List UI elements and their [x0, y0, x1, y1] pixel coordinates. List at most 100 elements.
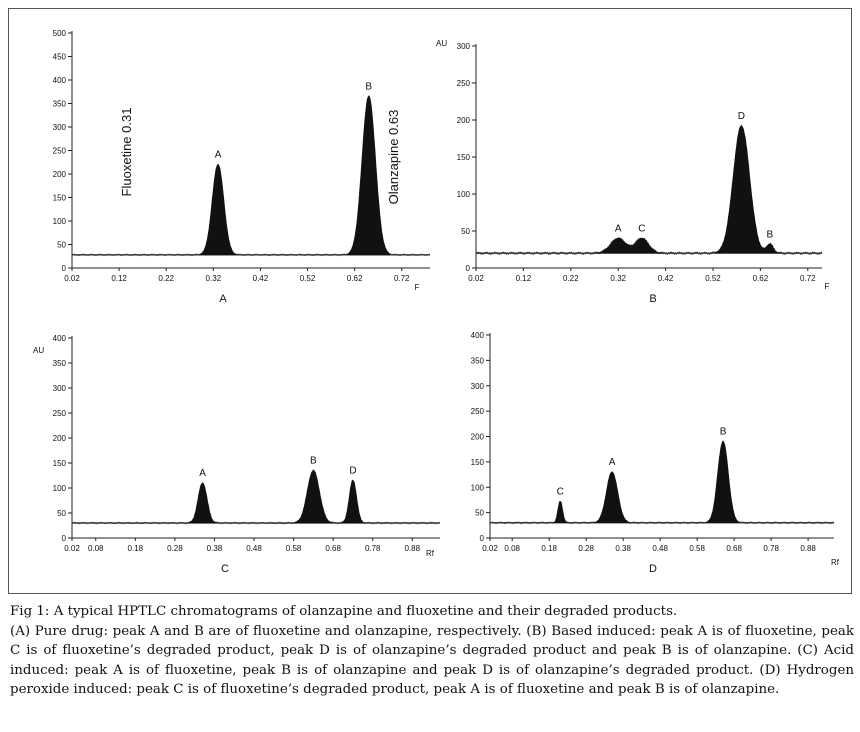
panel-label: A — [219, 293, 227, 305]
peak-label-c: C — [557, 486, 564, 497]
y-tick-label: 0 — [62, 264, 67, 273]
x-tick-label: 0.78 — [763, 544, 779, 553]
peak-label-a: A — [199, 468, 206, 479]
x-tick-label: 0.52 — [300, 274, 316, 283]
y-tick-label: 100 — [53, 484, 67, 493]
x-tick-label: 0.32 — [206, 274, 222, 283]
y-tick-label: 400 — [53, 76, 67, 85]
y-tick-label: 150 — [53, 459, 67, 468]
y-tick-label: 300 — [53, 384, 67, 393]
y-tick-label: 150 — [53, 194, 67, 203]
y-tick-label: 0 — [480, 534, 485, 543]
x-axis-label: Rf — [831, 558, 840, 567]
peak-label-a: A — [615, 223, 622, 234]
panel-label: C — [221, 563, 229, 575]
y-tick-label: 200 — [53, 434, 67, 443]
x-tick-label: 0.22 — [563, 274, 579, 283]
y-tick-label: 500 — [53, 29, 67, 38]
y-tick-label: 350 — [53, 100, 67, 109]
x-tick-label: 0.62 — [753, 274, 769, 283]
peak-a — [594, 471, 631, 524]
y-tick-label: 200 — [471, 433, 485, 442]
peak-c — [620, 238, 664, 254]
y-tick-label: 250 — [457, 79, 471, 88]
x-tick-label: 0.78 — [365, 544, 381, 553]
x-tick-label: 0.02 — [64, 544, 80, 553]
x-tick-label: 0.02 — [468, 274, 484, 283]
y-tick-label: 350 — [53, 359, 67, 368]
y-tick-label: 0 — [466, 264, 471, 273]
x-tick-label: 0.38 — [207, 544, 223, 553]
y-tick-label: 150 — [471, 458, 485, 467]
chromatogram-c: 0 50 100 150 200 250 300 350 400 0.02 0.08 0.18 0.28… — [33, 334, 440, 575]
peak-a — [199, 164, 237, 256]
x-tick-label: 0.08 — [504, 544, 520, 553]
peak-label-b: B — [767, 229, 774, 240]
peak-label-a: A — [215, 150, 222, 161]
peak-b — [758, 241, 781, 254]
x-tick-label: 0.02 — [482, 544, 498, 553]
y-tick-label: 300 — [457, 42, 471, 51]
peak-label-a: A — [609, 457, 616, 468]
peak-label-d: D — [349, 466, 356, 477]
y-tick-label: 300 — [53, 123, 67, 132]
panel-label: D — [649, 563, 657, 575]
x-tick-label: 0.68 — [726, 544, 742, 553]
y-tick-label: 100 — [457, 190, 471, 199]
y-tick-label: 400 — [53, 334, 67, 343]
y-tick-label: 50 — [57, 509, 66, 518]
x-tick-label: 0.62 — [347, 274, 363, 283]
x-tick-label: 0.72 — [394, 274, 410, 283]
x-axis-label: Rf — [426, 549, 435, 558]
x-tick-label: 0.08 — [88, 544, 104, 553]
peak-b — [347, 96, 391, 256]
y-tick-label: 350 — [471, 356, 485, 365]
peak-c — [552, 501, 568, 524]
x-tick-label: 0.88 — [405, 544, 421, 553]
y-tick-label: 300 — [471, 382, 485, 391]
x-tick-label: 0.52 — [705, 274, 721, 283]
chromatogram-a: 0 50 100 150 200 250 300 350 400 450 500 0.02 0.12 0.… — [53, 29, 430, 305]
caption-body: (A) Pure drug: peak A and B are of fluox… — [10, 623, 854, 698]
peak-a — [188, 482, 217, 524]
x-tick-label: 0.48 — [652, 544, 668, 553]
x-axis-label: F — [415, 283, 420, 292]
x-tick-label: 0.02 — [64, 274, 80, 283]
peak-b — [706, 441, 740, 524]
y-tick-label: 200 — [53, 170, 67, 179]
caption-title: Fig 1: A typical HPTLC chromatograms of … — [10, 604, 678, 619]
chromatogram-b: 0 50 100 150 200 250 300 0.02 0.12 0.22 0.32 0.42 0.… — [436, 39, 830, 305]
figure-caption: Fig 1: A typical HPTLC chromatograms of … — [10, 602, 854, 700]
y-axis-label: AU — [33, 346, 44, 355]
x-tick-label: 0.58 — [286, 544, 302, 553]
y-axis-label: AU — [436, 39, 447, 48]
peak-d — [341, 480, 365, 524]
x-tick-label: 0.28 — [167, 544, 183, 553]
figure-frame — [8, 8, 852, 594]
x-tick-label: 0.88 — [800, 544, 816, 553]
x-tick-label: 0.68 — [325, 544, 341, 553]
peak-b — [294, 470, 333, 524]
y-tick-label: 0 — [62, 534, 67, 543]
x-tick-label: 0.42 — [253, 274, 269, 283]
y-tick-label: 250 — [53, 147, 67, 156]
y-tick-label: 100 — [53, 217, 67, 226]
y-tick-label: 150 — [457, 153, 471, 162]
x-tick-label: 0.72 — [800, 274, 816, 283]
x-tick-label: 0.38 — [615, 544, 631, 553]
annotation-label: Fluoxetine 0.31 — [119, 108, 134, 197]
peak-label-b: B — [720, 427, 727, 438]
peak-label-b: B — [310, 456, 317, 467]
x-tick-label: 0.12 — [111, 274, 127, 283]
panel-label: B — [649, 293, 656, 305]
y-tick-label: 450 — [53, 53, 67, 62]
x-tick-label: 0.18 — [128, 544, 144, 553]
x-tick-label: 0.12 — [516, 274, 532, 283]
y-tick-label: 100 — [471, 483, 485, 492]
x-tick-label: 0.22 — [158, 274, 174, 283]
peak-label-b: B — [365, 81, 372, 92]
peak-label-c: C — [638, 223, 645, 234]
y-tick-label: 50 — [461, 227, 470, 236]
x-tick-label: 0.58 — [689, 544, 705, 553]
chromatogram-d: 0 50 100 150 200 250 300 350 400 0.02 0.08 0.18 0.28… — [471, 331, 840, 575]
